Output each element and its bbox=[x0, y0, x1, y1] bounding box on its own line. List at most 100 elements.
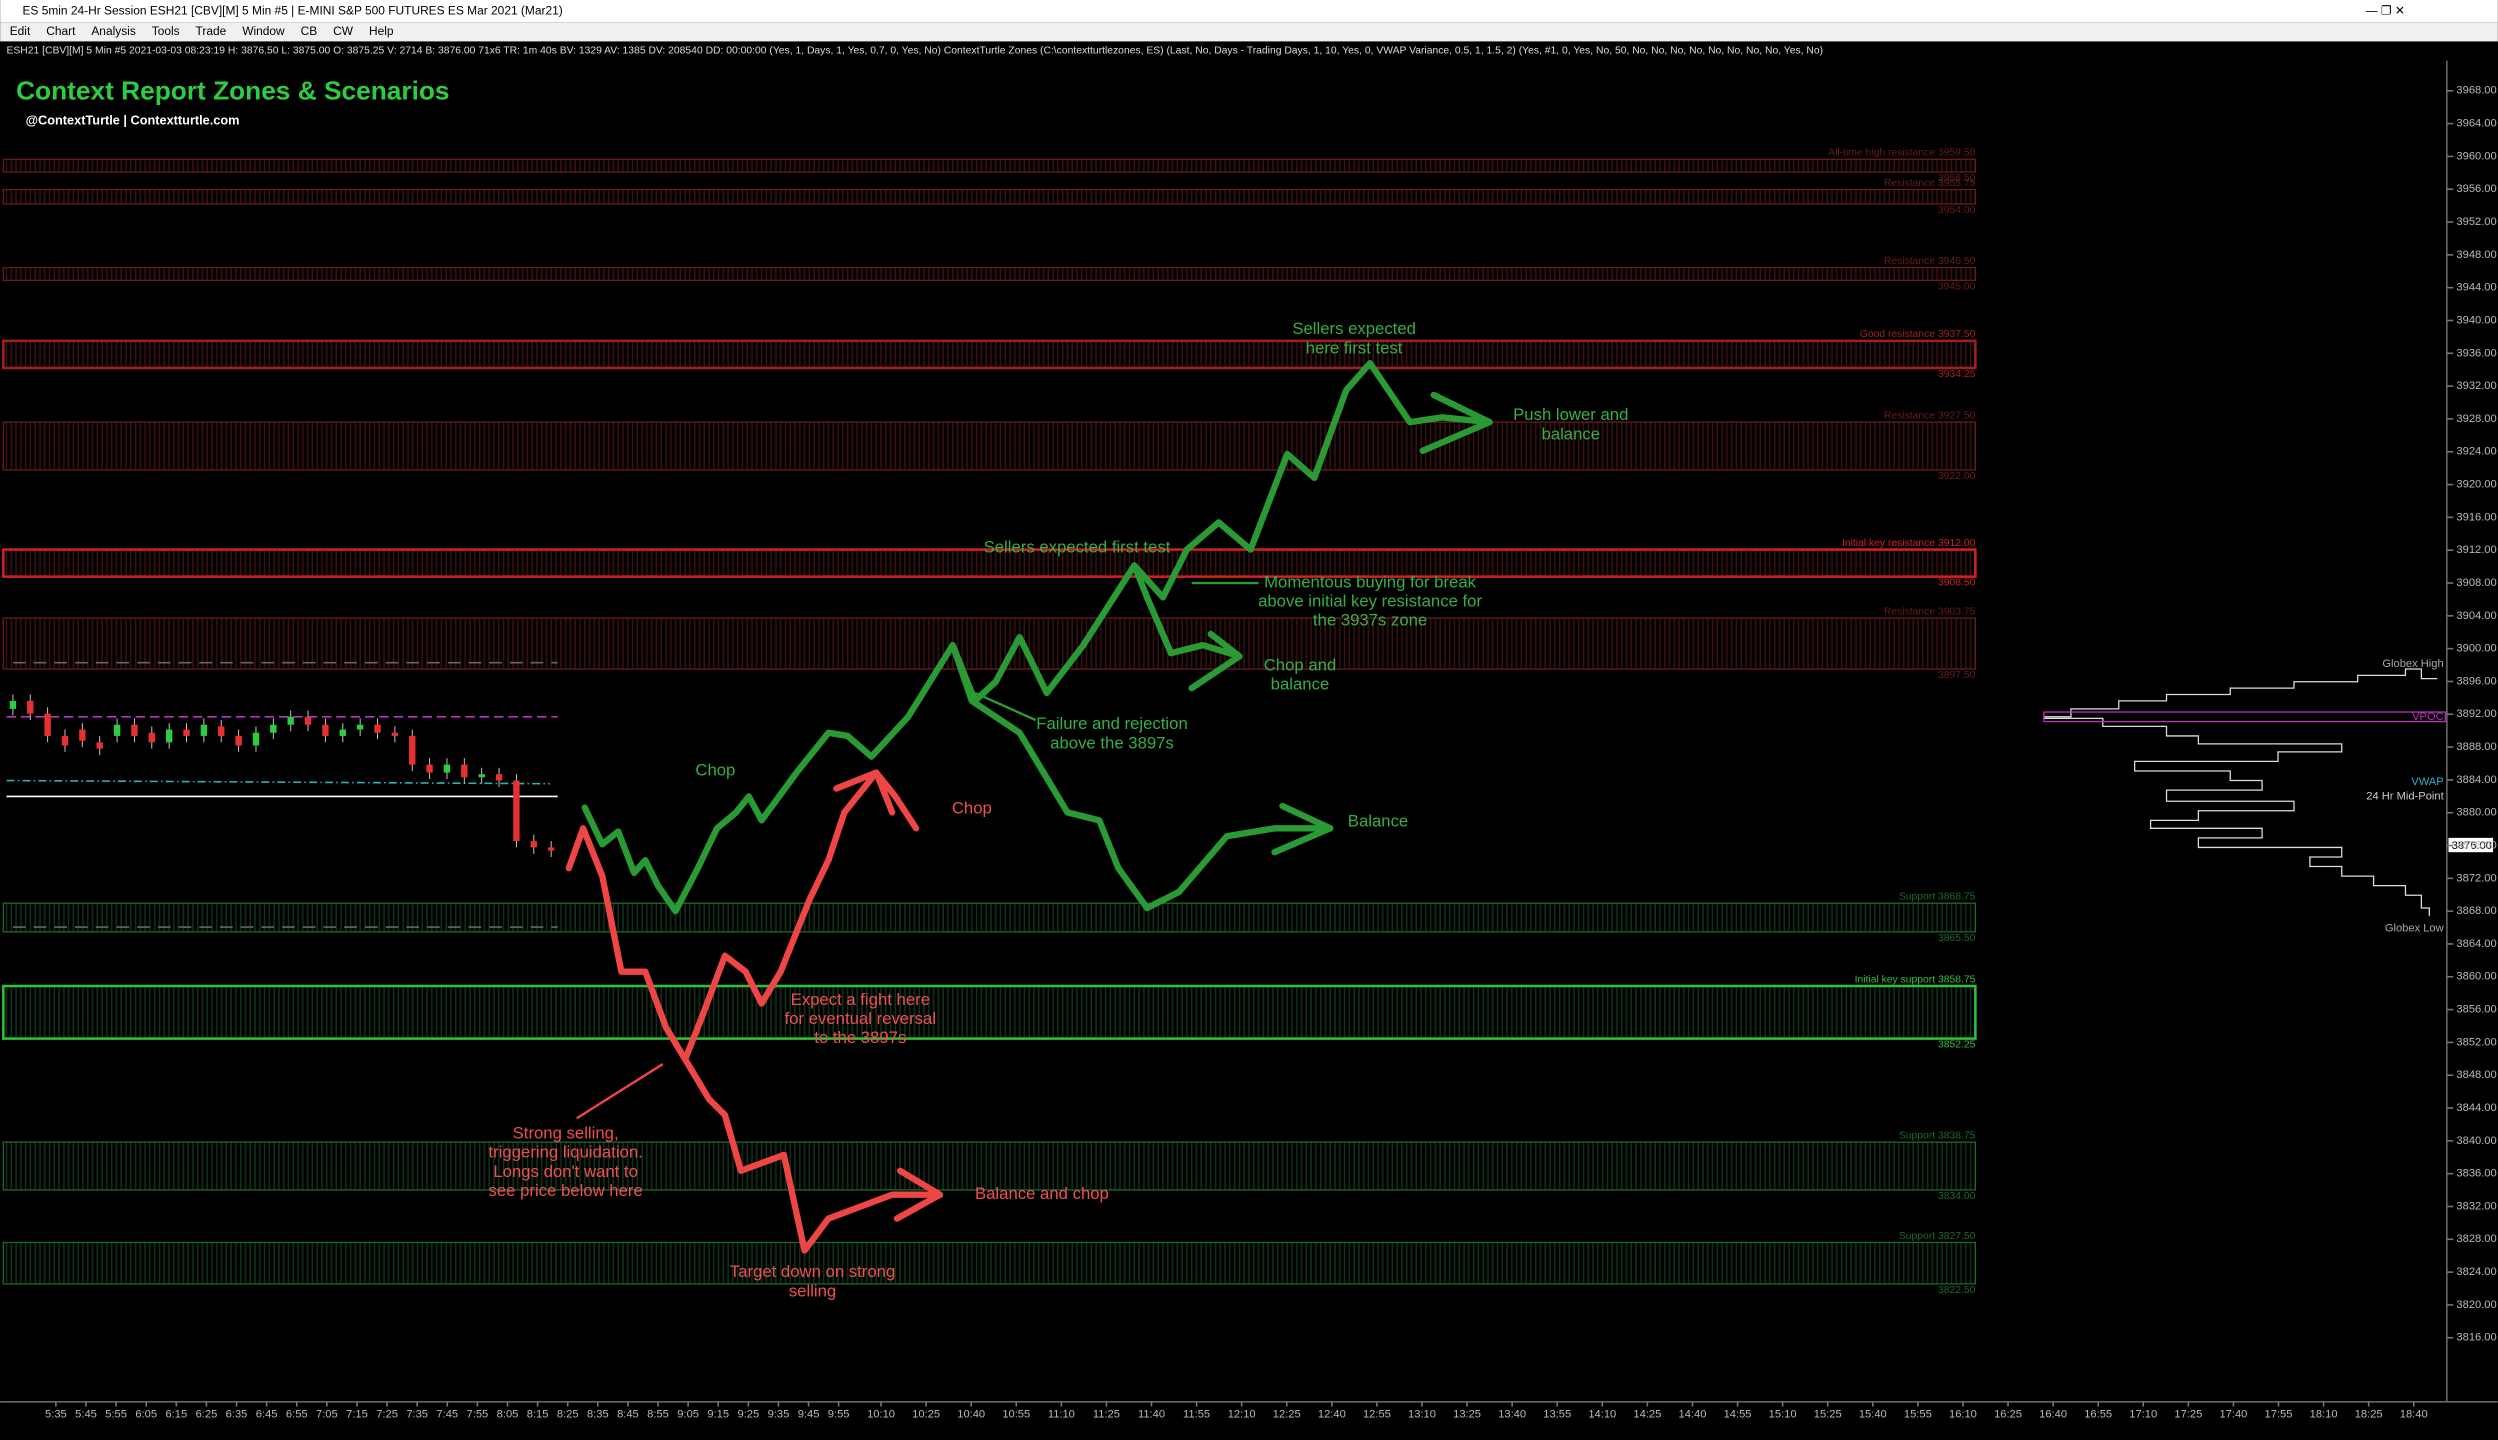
candle bbox=[304, 716, 312, 725]
time-label: 13:55 bbox=[1543, 1408, 1571, 1420]
zone-low: 3945.00 bbox=[1938, 281, 1976, 292]
menu-item[interactable]: Tools bbox=[152, 24, 180, 38]
time-label: 7:05 bbox=[316, 1408, 338, 1420]
zones: All-time high resistance 3959.503958.50R… bbox=[2, 148, 1977, 1296]
time-label: 16:40 bbox=[2039, 1408, 2067, 1420]
menu-item[interactable]: CB bbox=[301, 24, 318, 38]
time-label: 6:45 bbox=[256, 1408, 278, 1420]
candle bbox=[252, 732, 260, 746]
zone-low: 3954.00 bbox=[1938, 205, 1976, 216]
annotation: Failure and rejection bbox=[1036, 714, 1187, 733]
price-label: 3916.00 bbox=[2456, 511, 2496, 523]
candle bbox=[461, 764, 468, 778]
time-label: 11:10 bbox=[1048, 1408, 1075, 1420]
zone-label: Initial key support 3858.75 bbox=[1855, 974, 1976, 985]
time-label: 12:10 bbox=[1228, 1408, 1256, 1420]
vpoc-row bbox=[2043, 711, 2446, 723]
price-label: 3948.00 bbox=[2456, 249, 2496, 261]
annotation: the 3937s zone bbox=[1313, 611, 1427, 630]
time-label: 6:15 bbox=[165, 1408, 187, 1420]
bear-scenario bbox=[565, 769, 944, 1254]
price-history bbox=[6, 661, 558, 928]
profile-label: VPOC bbox=[2412, 711, 2444, 723]
menu-bar bbox=[0, 22, 2498, 42]
time-label: 17:10 bbox=[2129, 1408, 2157, 1420]
zone bbox=[2, 188, 1977, 205]
candle bbox=[356, 724, 364, 730]
menu-item[interactable]: Trade bbox=[196, 24, 227, 38]
annotation: balance bbox=[1541, 424, 1600, 443]
time-label: 6:05 bbox=[135, 1408, 157, 1420]
time-label: 5:35 bbox=[45, 1408, 67, 1420]
time-label: 18:40 bbox=[2400, 1408, 2428, 1420]
zone bbox=[2, 158, 1977, 173]
annotation: Sellers expected first test bbox=[984, 537, 1171, 556]
candle bbox=[374, 724, 381, 733]
window-buttons[interactable]: — ❐ ✕ bbox=[2366, 3, 2405, 17]
menu: Edit Chart Analysis Tools Trade Window CB CW Hel… bbox=[10, 24, 394, 38]
menu-item[interactable]: Chart bbox=[46, 24, 76, 38]
price-label: 3860.00 bbox=[2456, 971, 2496, 983]
time-label: 16:25 bbox=[1994, 1408, 2022, 1420]
price-label: 3968.00 bbox=[2456, 85, 2496, 97]
candle bbox=[79, 729, 86, 741]
candle bbox=[339, 729, 346, 736]
time-label: 9:55 bbox=[828, 1408, 850, 1420]
zone-label: Good resistance 3937.50 bbox=[1860, 329, 1976, 340]
price-label: 3932.00 bbox=[2456, 380, 2496, 392]
time-axis: 5:35 5:45 5:55 6:05 6:15 6:25 6:35 6:45 6:55 7:05… bbox=[45, 1401, 2428, 1420]
time-label: 15:55 bbox=[1904, 1408, 1932, 1420]
menu-item[interactable]: Edit bbox=[10, 24, 31, 38]
zone bbox=[2, 1241, 1977, 1285]
time-label: 9:15 bbox=[707, 1408, 729, 1420]
time-label: 15:40 bbox=[1859, 1408, 1887, 1420]
zone-label: Support 3868.75 bbox=[1899, 892, 1976, 903]
annotation: Push lower and bbox=[1513, 405, 1628, 424]
time-label: 14:40 bbox=[1679, 1408, 1707, 1420]
price-label: 3920.00 bbox=[2456, 479, 2496, 491]
zone-low: 3922.00 bbox=[1938, 471, 1976, 482]
menu-item[interactable]: Help bbox=[369, 24, 394, 38]
volume-profile bbox=[2043, 717, 2430, 916]
menu-item[interactable]: Window bbox=[242, 24, 285, 38]
menu-item[interactable]: Analysis bbox=[91, 24, 135, 38]
time-label: 13:10 bbox=[1408, 1408, 1436, 1420]
candle bbox=[113, 724, 121, 736]
annotation: to the 3897s bbox=[814, 1028, 906, 1047]
zone bbox=[2, 1141, 1977, 1191]
price-label: 3896.00 bbox=[2456, 675, 2496, 687]
profile-label: VWAP bbox=[2411, 776, 2443, 788]
time-label: 14:10 bbox=[1588, 1408, 1616, 1420]
time-label: 6:25 bbox=[196, 1408, 218, 1420]
price-label: 3840.00 bbox=[2456, 1135, 2496, 1147]
pointer bbox=[974, 691, 1037, 722]
annotation: Chop bbox=[952, 799, 992, 818]
current-price: 3876.00 bbox=[2452, 840, 2492, 852]
bull-scenario bbox=[581, 360, 1493, 915]
menu-item[interactable]: CW bbox=[333, 24, 354, 38]
profile-label: Globex High bbox=[2382, 658, 2443, 670]
price-label: 3936.00 bbox=[2456, 347, 2496, 359]
zone bbox=[2, 266, 1977, 281]
zone-label: Resistance 3927.50 bbox=[1884, 410, 1976, 421]
time-label: 17:25 bbox=[2174, 1408, 2202, 1420]
candle bbox=[287, 716, 294, 725]
candle bbox=[443, 764, 451, 773]
zone-low: 3958.50 bbox=[1938, 173, 1976, 184]
zone-low: 3834.00 bbox=[1938, 1191, 1976, 1202]
price-label: 3964.00 bbox=[2456, 118, 2496, 130]
zone bbox=[2, 902, 1977, 933]
zone-low: 3865.50 bbox=[1938, 933, 1976, 944]
time-label: 12:25 bbox=[1273, 1408, 1301, 1420]
zone-low: 3822.50 bbox=[1938, 1285, 1976, 1296]
price-label: 3848.00 bbox=[2456, 1069, 2496, 1081]
price-label: 3836.00 bbox=[2456, 1168, 2496, 1180]
time-label: 8:35 bbox=[587, 1408, 609, 1420]
time-label: 9:35 bbox=[768, 1408, 790, 1420]
time-label: 11:25 bbox=[1093, 1408, 1120, 1420]
title-bar bbox=[0, 0, 2498, 23]
time-label: 12:55 bbox=[1363, 1408, 1391, 1420]
candle bbox=[270, 724, 277, 733]
